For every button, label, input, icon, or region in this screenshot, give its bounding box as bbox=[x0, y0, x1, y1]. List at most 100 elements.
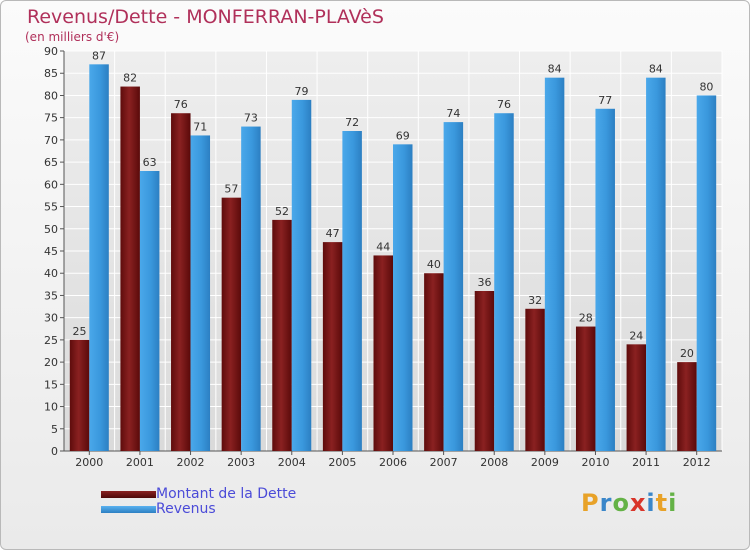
x-tick-label: 2009 bbox=[531, 456, 559, 469]
legend: Montant de la Dette Revenus bbox=[101, 487, 296, 517]
legend-label-revenus: Revenus bbox=[156, 501, 216, 517]
bar-debt bbox=[120, 86, 140, 452]
bar-revenus bbox=[190, 135, 211, 451]
data-label-debt: 20 bbox=[680, 347, 694, 360]
data-label-debt: 32 bbox=[528, 294, 542, 307]
data-label-debt: 76 bbox=[174, 98, 188, 111]
data-label-revenus: 71 bbox=[193, 120, 207, 133]
data-label-debt: 25 bbox=[73, 325, 87, 338]
chart-title: Revenus/Dette - MONFERRAN-PLAVèS bbox=[27, 6, 384, 28]
label-layer: 0 5 10 15 20 25 30 35 40 45 50 55 60 65 70 75 80 85 90 25 87… bbox=[44, 45, 713, 469]
bar-debt bbox=[575, 326, 596, 451]
y-tick-label: 25 bbox=[44, 334, 58, 347]
bar-revenus bbox=[393, 144, 413, 452]
x-tick-label: 2005 bbox=[328, 456, 356, 469]
data-label-revenus: 87 bbox=[92, 49, 106, 62]
y-tick-label: 90 bbox=[44, 45, 58, 58]
bar-layer bbox=[69, 64, 717, 452]
legend-swatch-revenus bbox=[101, 506, 156, 513]
legend-item-debt: Montant de la Dette bbox=[101, 487, 296, 502]
bar-revenus bbox=[89, 64, 109, 452]
data-label-revenus: 79 bbox=[295, 85, 309, 98]
legend-item-revenus: Revenus bbox=[101, 502, 296, 517]
x-tick-label: 2010 bbox=[581, 456, 609, 469]
logo-letter: P bbox=[581, 489, 600, 517]
logo-letter: i bbox=[668, 489, 678, 517]
bar-revenus bbox=[342, 131, 362, 451]
y-tick-label: 45 bbox=[44, 245, 58, 258]
bar-debt bbox=[373, 255, 393, 451]
proxiti-logo: Proxiti bbox=[581, 489, 677, 517]
data-label-revenus: 74 bbox=[446, 107, 460, 120]
x-tick-label: 2000 bbox=[75, 456, 103, 469]
y-tick-label: 75 bbox=[44, 112, 58, 125]
data-label-revenus: 84 bbox=[548, 63, 562, 76]
bar-revenus bbox=[443, 122, 464, 451]
bar-debt bbox=[171, 113, 191, 451]
y-tick-label: 70 bbox=[44, 134, 58, 147]
bar-debt bbox=[221, 197, 242, 451]
legend-label-debt: Montant de la Dette bbox=[156, 486, 297, 502]
x-tick-label: 2008 bbox=[480, 456, 508, 469]
bar-debt bbox=[525, 308, 545, 451]
bar-revenus bbox=[241, 126, 261, 452]
bar-revenus bbox=[696, 95, 717, 451]
data-label-revenus: 77 bbox=[598, 94, 612, 107]
bar-revenus bbox=[544, 77, 565, 452]
bar-debt bbox=[474, 291, 495, 451]
y-tick-label: 40 bbox=[44, 267, 58, 280]
y-tick-label: 0 bbox=[51, 445, 58, 458]
data-label-revenus: 76 bbox=[497, 98, 511, 111]
x-tick-label: 2012 bbox=[683, 456, 711, 469]
data-label-debt: 57 bbox=[224, 183, 238, 196]
chart-subtitle: (en milliers d'€) bbox=[25, 30, 120, 44]
bar-revenus bbox=[291, 99, 312, 451]
data-label-debt: 36 bbox=[477, 276, 491, 289]
data-label-debt: 52 bbox=[275, 205, 289, 218]
data-label-debt: 82 bbox=[123, 72, 137, 85]
data-label-debt: 28 bbox=[579, 312, 593, 325]
data-label-debt: 40 bbox=[427, 258, 441, 271]
bar-debt bbox=[677, 362, 697, 451]
bar-debt bbox=[424, 273, 444, 451]
y-tick-label: 85 bbox=[44, 67, 58, 80]
data-label-revenus: 63 bbox=[143, 156, 157, 169]
y-tick-label: 15 bbox=[44, 378, 58, 391]
x-tick-label: 2003 bbox=[227, 456, 255, 469]
data-label-debt: 24 bbox=[629, 329, 643, 342]
logo-letter: i bbox=[646, 489, 656, 517]
bar-debt bbox=[626, 344, 647, 451]
bar-revenus bbox=[139, 171, 160, 451]
x-tick-label: 2007 bbox=[430, 456, 458, 469]
x-tick-label: 2001 bbox=[126, 456, 154, 469]
logo-letter: r bbox=[599, 489, 613, 517]
bar-debt bbox=[272, 219, 292, 451]
y-tick-label: 35 bbox=[44, 289, 58, 302]
logo-letter: o bbox=[612, 489, 630, 517]
y-tick-label: 20 bbox=[44, 356, 58, 369]
legend-swatch-debt bbox=[101, 491, 156, 498]
data-label-debt: 44 bbox=[376, 240, 390, 253]
data-label-revenus: 69 bbox=[396, 129, 410, 142]
x-tick-label: 2004 bbox=[278, 456, 306, 469]
y-tick-label: 80 bbox=[44, 89, 58, 102]
logo-letter: t bbox=[655, 489, 669, 517]
bar-debt bbox=[69, 339, 90, 451]
y-tick-label: 60 bbox=[44, 178, 58, 191]
data-label-debt: 47 bbox=[326, 227, 340, 240]
y-tick-label: 5 bbox=[51, 423, 58, 436]
data-label-revenus: 80 bbox=[699, 80, 713, 93]
data-label-revenus: 84 bbox=[649, 63, 663, 76]
y-tick-label: 50 bbox=[44, 223, 58, 236]
y-tick-label: 65 bbox=[44, 156, 58, 169]
y-tick-label: 55 bbox=[44, 201, 58, 214]
x-tick-label: 2006 bbox=[379, 456, 407, 469]
bar-revenus bbox=[494, 113, 514, 451]
bar-debt bbox=[322, 242, 343, 451]
data-label-revenus: 72 bbox=[345, 116, 359, 129]
data-label-revenus: 73 bbox=[244, 112, 258, 125]
bar-revenus bbox=[646, 77, 666, 452]
logo-letter: x bbox=[629, 489, 647, 517]
